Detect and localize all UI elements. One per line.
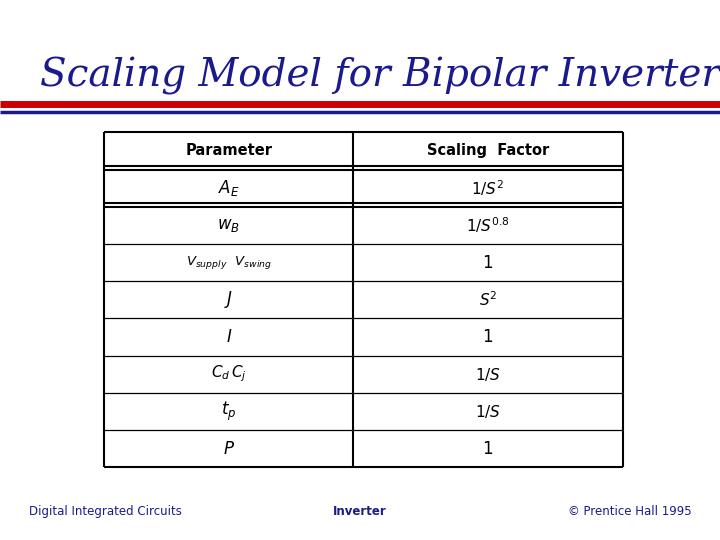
Text: $1$: $1$	[482, 440, 494, 457]
Text: $t_p$: $t_p$	[221, 400, 236, 423]
Text: © Prentice Hall 1995: © Prentice Hall 1995	[567, 505, 691, 518]
Text: $V_{supply}\ \ V_{swing}$: $V_{supply}\ \ V_{swing}$	[186, 254, 272, 271]
Text: $1/S^2$: $1/S^2$	[472, 178, 505, 198]
Text: Scaling  Factor: Scaling Factor	[427, 144, 549, 158]
Text: Parameter: Parameter	[185, 144, 272, 158]
Text: $w_B$: $w_B$	[217, 217, 240, 234]
Text: $1$: $1$	[482, 253, 494, 272]
Text: $I$: $I$	[225, 328, 232, 346]
Text: Scaling Model for Bipolar Inverter: Scaling Model for Bipolar Inverter	[40, 57, 719, 94]
Text: Digital Integrated Circuits: Digital Integrated Circuits	[29, 505, 181, 518]
Text: $J$: $J$	[224, 289, 233, 310]
Text: Inverter: Inverter	[333, 505, 387, 518]
Text: $A_E$: $A_E$	[218, 178, 240, 198]
Text: $1/S$: $1/S$	[475, 403, 501, 420]
Text: $1$: $1$	[482, 328, 494, 346]
Text: $P$: $P$	[222, 440, 235, 457]
Text: $S^2$: $S^2$	[479, 291, 498, 309]
Text: $C_d\,C_j$: $C_d\,C_j$	[211, 364, 247, 384]
Text: $1/S^{0.8}$: $1/S^{0.8}$	[467, 215, 510, 235]
Text: $1/S$: $1/S$	[475, 366, 501, 383]
